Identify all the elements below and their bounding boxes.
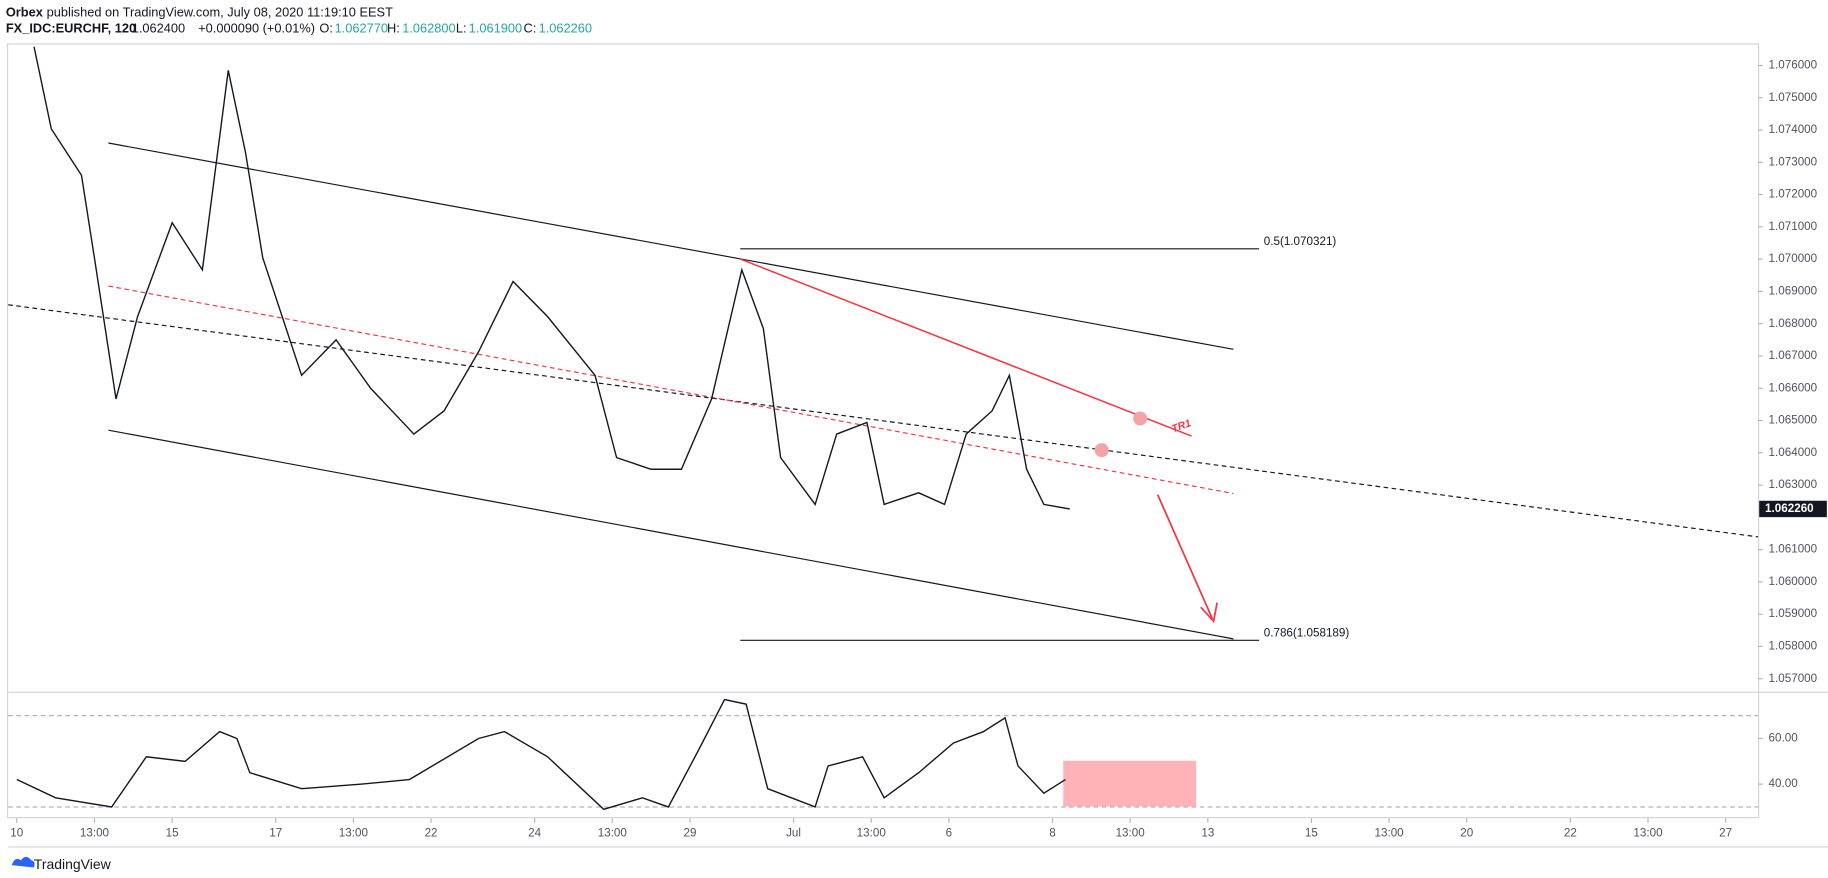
y-tick-label: 1.058000 [1769,640,1818,653]
o-value: 1.062770 [335,21,388,36]
x-tick-label: 13:00 [857,827,887,840]
y-tick-label: 1.073000 [1769,155,1818,168]
channel-upper [108,142,1234,350]
rsi-tick-label: 40.00 [1769,777,1799,790]
c-label: C: [523,21,536,36]
y-tick-label: 1.068000 [1769,317,1818,330]
touch-point [1094,443,1109,458]
last-price-label: 1.062260 [1765,502,1814,515]
price-line [33,46,1070,510]
x-tick-label: 8 [1049,827,1055,840]
author: Orbex [6,4,44,19]
x-tick-label: 13:00 [598,827,628,840]
y-tick-label: 1.071000 [1769,220,1818,233]
trendline-tr1 [740,258,1192,437]
y-tick-label: 1.070000 [1769,252,1818,265]
y-tick-label: 1.059000 [1769,607,1818,620]
x-tick-label: 13:00 [1375,827,1405,840]
x-tick-label: 17 [269,827,282,840]
y-tick-label: 1.074000 [1769,123,1818,136]
h-value: 1.062800 [402,21,455,36]
fib-label: 0.786(1.058189) [1264,626,1350,639]
x-tick-label: 29 [684,827,697,840]
arrow-head [1200,602,1218,624]
red-dashed-line [108,285,1234,495]
x-tick-label: 13:00 [1633,827,1663,840]
y-tick-label: 1.064000 [1769,446,1818,459]
x-tick-label: 13:00 [1116,827,1146,840]
rsi-tick-label: 60.00 [1769,732,1799,745]
y-tick-label: 1.066000 [1769,381,1818,394]
logo [11,856,35,868]
rsi-line [16,698,1066,811]
y-tick-label: 1.063000 [1769,478,1818,491]
x-tick-label: 15 [166,827,179,840]
y-tick-label: 1.075000 [1769,91,1818,104]
last-price-tag [1759,500,1827,518]
l-value: 1.061900 [469,21,522,36]
x-tick-label: 13:00 [80,827,110,840]
x-tick-label: Jul [786,827,801,840]
x-tick-label: 15 [1305,827,1318,840]
fib-label: 0.5(1.070321) [1264,235,1337,248]
h-label: H: [387,21,400,36]
channel-mid [8,304,1759,538]
l-label: L: [456,21,467,36]
arrow [1156,494,1214,620]
x-tick-label: 20 [1460,827,1473,840]
x-tick-label: 10 [10,827,23,840]
o-label: O: [319,21,333,36]
x-tick-label: 22 [1564,827,1577,840]
chart-frame [6,43,1760,819]
change: +0.000090 (+0.01%) [198,21,315,36]
x-tick-label: 13 [1201,827,1214,840]
y-tick-label: 1.061000 [1769,543,1818,556]
x-tick-label: 6 [946,827,952,840]
channel-lower [108,429,1234,640]
highlight-box [1063,760,1197,807]
symbol: FX_IDC:EURCHF, 120 [6,21,136,36]
published: published on TradingView.com, July 08, 2… [47,4,393,19]
y-tick-label: 1.072000 [1769,188,1818,201]
touch-point [1133,411,1148,426]
y-tick-label: 1.060000 [1769,575,1818,588]
y-tick-label: 1.057000 [1769,672,1818,685]
brand: TradingView [34,856,112,872]
y-tick-label: 1.067000 [1769,349,1818,362]
x-tick-label: 24 [528,827,541,840]
x-tick-label: 22 [425,827,438,840]
c-value: 1.062260 [539,21,592,36]
y-tick-label: 1.065000 [1769,414,1818,427]
x-tick-label: 27 [1719,827,1732,840]
price: 1.062400 [132,21,185,36]
y-tick-label: 1.069000 [1769,285,1818,298]
y-tick-label: 1.076000 [1769,59,1818,72]
x-tick-label: 13:00 [339,827,369,840]
